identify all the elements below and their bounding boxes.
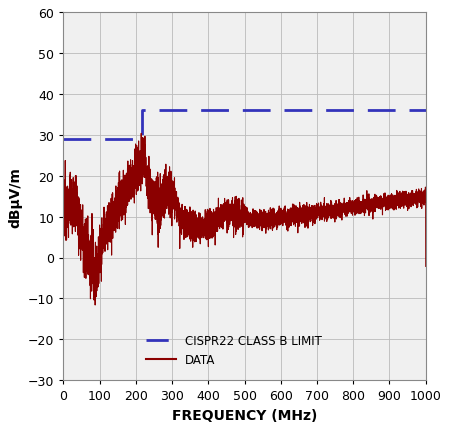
Legend: CISPR22 CLASS B LIMIT, DATA: CISPR22 CLASS B LIMIT, DATA [142,329,327,371]
X-axis label: FREQUENCY (MHz): FREQUENCY (MHz) [172,408,317,422]
Y-axis label: dBμV/m: dBμV/m [9,166,22,227]
